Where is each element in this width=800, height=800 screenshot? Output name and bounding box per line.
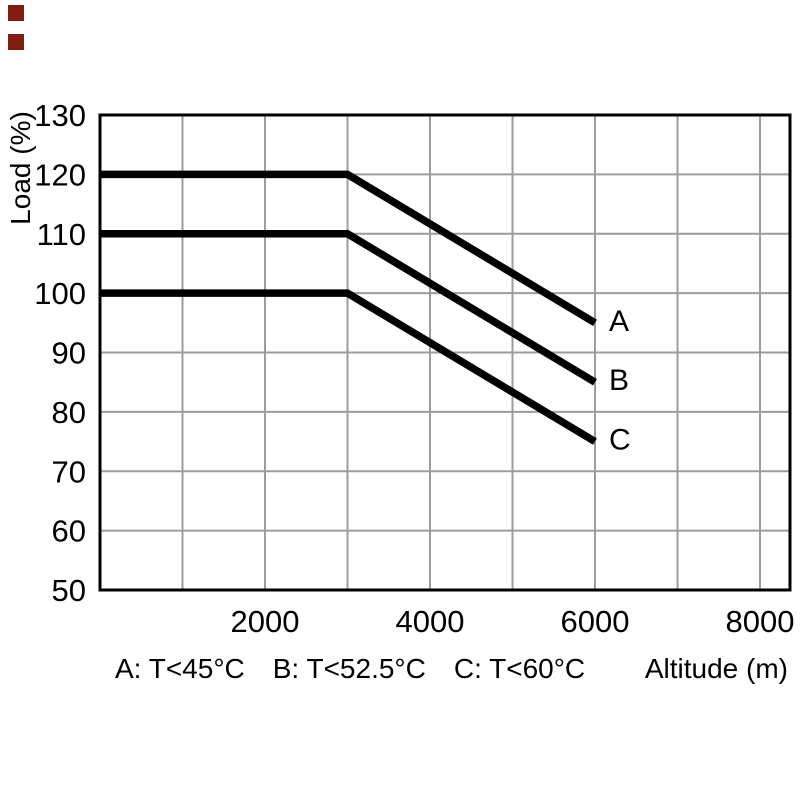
- y-tick-label: 60: [52, 514, 86, 549]
- legend-item-a: A: T<45°C: [115, 653, 245, 684]
- y-tick-label: 80: [52, 395, 86, 430]
- series-line-B: [100, 230, 597, 386]
- plot-border: [98, 113, 792, 592]
- legend-row: A: T<45°C B: T<52.5°C C: T<60°C Altitude…: [115, 653, 788, 685]
- legend-item-b: B: T<52.5°C: [272, 653, 426, 684]
- series-line-C: [100, 289, 597, 445]
- brand-square-top: [8, 5, 24, 21]
- y-tick-label: 130: [34, 98, 86, 133]
- y-tick-label: 100: [34, 276, 86, 311]
- y-tick-label: 120: [34, 157, 86, 192]
- series-line-A: [100, 170, 597, 327]
- brand-mark: [8, 5, 24, 50]
- y-tick-label: 90: [52, 336, 86, 371]
- series-label-C: C: [609, 424, 631, 457]
- series-label-A: A: [609, 305, 629, 338]
- y-tick-label: 70: [52, 454, 86, 489]
- y-tick-label: 50: [52, 573, 86, 608]
- x-tick-label: 2000: [231, 604, 300, 639]
- x-tick-label: 6000: [561, 604, 630, 639]
- series-label-B: B: [609, 364, 629, 397]
- y-tick-label: 110: [37, 217, 86, 252]
- brand-square-bottom: [8, 34, 24, 50]
- x-axis-title: Altitude (m): [644, 653, 788, 684]
- x-tick-label: 8000: [726, 604, 795, 639]
- legend-item-c: C: T<60°C: [453, 653, 586, 684]
- x-tick-label: 4000: [396, 604, 465, 639]
- y-axis-title: Load (%): [5, 111, 36, 225]
